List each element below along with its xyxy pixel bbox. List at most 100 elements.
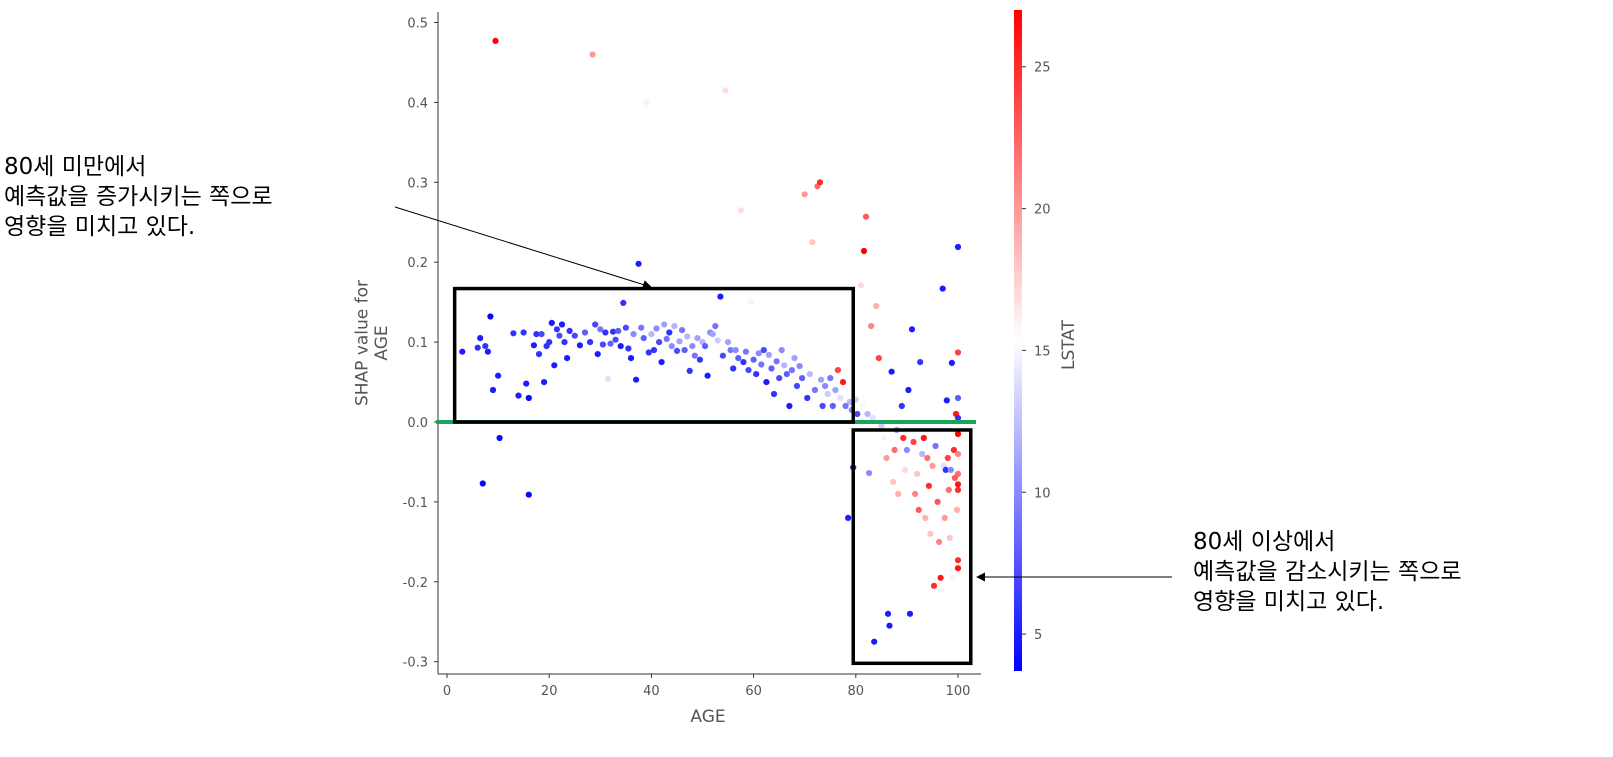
data-point (954, 414, 962, 422)
data-point (905, 386, 912, 394)
data-point (948, 359, 956, 366)
y-tick-label: 0.1 (407, 336, 428, 351)
points-layer (459, 37, 962, 645)
annotation-above-80: 80세 이상에서 예측값을 감소시키는 쪽으로 영향을 미치고 있다. (1193, 527, 1462, 617)
data-point (630, 331, 637, 338)
data-point (846, 398, 853, 406)
data-point (661, 321, 668, 328)
data-point (763, 379, 770, 386)
data-point (786, 402, 793, 410)
data-point (653, 325, 660, 332)
data-point (696, 356, 704, 363)
data-point (862, 213, 870, 220)
y-tick-label: -0.1 (403, 496, 428, 511)
data-point (822, 382, 829, 390)
data-point (903, 446, 911, 454)
data-point (694, 335, 701, 342)
data-point (875, 355, 882, 362)
data-point (954, 394, 962, 402)
data-point (691, 352, 698, 359)
data-point (954, 470, 962, 477)
data-point (758, 361, 765, 368)
x-tick-label: 40 (643, 684, 660, 699)
data-point (900, 434, 907, 442)
data-point (492, 37, 499, 45)
data-point (566, 327, 573, 334)
data-point (610, 328, 617, 335)
data-point (947, 466, 954, 473)
data-point (819, 402, 826, 410)
data-point (571, 332, 578, 339)
data-point (783, 371, 790, 378)
data-point (704, 372, 711, 379)
data-point (625, 345, 632, 352)
data-point (873, 303, 880, 310)
data-point (917, 359, 924, 366)
data-point (673, 347, 681, 354)
data-point (484, 348, 491, 355)
data-point (908, 326, 916, 333)
data-point (686, 367, 693, 374)
data-point (679, 327, 686, 334)
data-point (556, 332, 563, 339)
data-point (842, 402, 849, 410)
data-point (496, 434, 503, 442)
data-point (581, 329, 589, 336)
data-point (640, 335, 647, 342)
data-point (768, 365, 775, 372)
y-tick-label: 0.4 (407, 96, 428, 111)
data-point (943, 397, 950, 404)
data-point (829, 402, 836, 410)
annotation-arrows-layer (394, 206, 1172, 582)
data-point (937, 574, 944, 581)
data-point (538, 331, 545, 338)
y-axis-label-line: AGE (372, 325, 392, 360)
data-point (860, 247, 868, 255)
data-point (717, 293, 724, 300)
data-point (927, 530, 934, 538)
data-point (558, 321, 566, 328)
data-point (864, 410, 871, 418)
data-point (612, 336, 619, 343)
data-point (801, 191, 808, 198)
x-axis-label: AGE (690, 707, 725, 727)
data-point (954, 565, 962, 572)
data-point (722, 87, 729, 94)
data-point (551, 362, 558, 369)
data-point (922, 514, 929, 522)
data-point (788, 367, 796, 374)
data-point (950, 446, 958, 454)
data-point (776, 375, 783, 382)
data-point (912, 490, 919, 497)
data-point (878, 422, 885, 430)
data-point (742, 348, 750, 355)
data-point (857, 282, 865, 289)
data-point (824, 390, 831, 398)
axes-layer: 0.5 0.4 0.3 0.2 0.1 0.0 -0.1 -0.2 -0.3 0 20 40 60 80 1… (352, 12, 981, 727)
colorbar-tick-label: 25 (1034, 61, 1051, 76)
data-point (924, 454, 931, 462)
data-point (666, 329, 673, 336)
data-point (597, 326, 604, 333)
colorbar-layer: 5 10 15 20 25 LSTAT (1014, 10, 1079, 671)
data-point (954, 430, 962, 438)
data-point (627, 355, 635, 362)
data-point (799, 375, 806, 382)
data-point (645, 349, 652, 356)
data-point (936, 538, 943, 546)
data-point (589, 51, 596, 58)
data-point (945, 486, 952, 493)
y-tick-label: 0.5 (407, 17, 428, 32)
data-point (929, 462, 936, 469)
data-point (891, 446, 898, 454)
data-point (732, 347, 739, 354)
data-point (489, 386, 497, 394)
data-point (895, 490, 902, 497)
data-point (884, 610, 892, 617)
data-point (804, 394, 811, 402)
data-point (888, 368, 895, 375)
data-point (684, 333, 691, 340)
data-point (765, 351, 773, 358)
annotation-line: 영향을 미치고 있다. (4, 214, 196, 240)
annotation-line: 영향을 미치고 있다. (1193, 589, 1385, 615)
